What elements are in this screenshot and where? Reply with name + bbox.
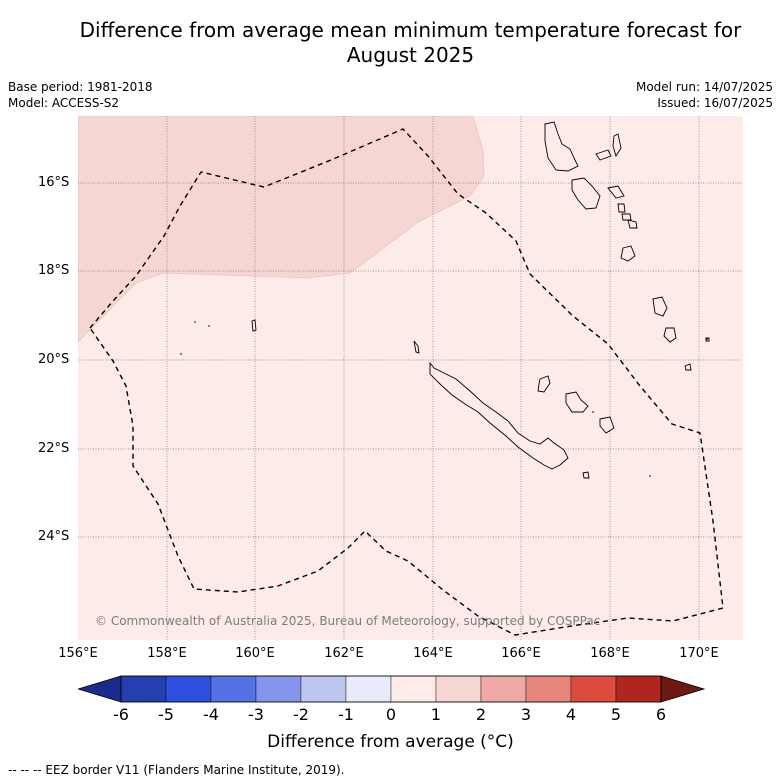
colorbar-outline bbox=[120, 675, 662, 703]
issued-date: Issued: 16/07/2025 bbox=[657, 96, 773, 110]
colorbar-bin bbox=[525, 675, 572, 703]
islet-small-4 bbox=[649, 475, 651, 477]
lon-label: 170°E bbox=[679, 646, 719, 661]
colorbar-bin bbox=[480, 675, 527, 703]
colorbar-bin bbox=[300, 675, 347, 703]
vanuatu-shepherd bbox=[627, 219, 638, 229]
colorbar-bin bbox=[210, 675, 257, 703]
loyalty-island-ouvea bbox=[537, 375, 551, 393]
colorbar-tick: 1 bbox=[430, 705, 442, 724]
colorbar-tick: 5 bbox=[610, 705, 622, 724]
colorbar-tick: -4 bbox=[203, 705, 219, 724]
lat-label: 22°S bbox=[38, 441, 70, 456]
colorbar-bin bbox=[390, 675, 437, 703]
islet-chesterfield bbox=[251, 319, 257, 332]
vanuatu-espiritu-santo bbox=[544, 121, 579, 172]
map-title: Difference from average mean minimum tem… bbox=[40, 18, 781, 68]
loyalty-island-lifou bbox=[565, 391, 589, 413]
lat-label: 16°S bbox=[38, 175, 70, 190]
colorbar-bin bbox=[345, 675, 392, 703]
graticule bbox=[78, 116, 743, 640]
model-run: Model run: 14/07/2025 bbox=[635, 80, 773, 94]
colorbar-tick: 2 bbox=[475, 705, 487, 724]
lon-label: 156°E bbox=[58, 646, 98, 661]
colorbar-tick: 6 bbox=[655, 705, 667, 724]
islet-small-1 bbox=[194, 321, 196, 323]
vanuatu-malakula bbox=[571, 177, 601, 210]
vanuatu-maewo bbox=[595, 149, 612, 161]
vanuatu-epi-islets bbox=[617, 203, 632, 221]
colorbar-bin bbox=[570, 675, 617, 703]
title-line-1: Difference from average mean minimum tem… bbox=[79, 18, 742, 42]
eez-border bbox=[89, 128, 724, 636]
lon-label: 162°E bbox=[324, 646, 364, 661]
lat-label: 18°S bbox=[38, 263, 70, 278]
islet-small-6 bbox=[592, 411, 594, 413]
eez-legend: -- -- -- EEZ border V11 (Flanders Marine… bbox=[8, 763, 345, 777]
vanuatu-pentecost bbox=[612, 133, 622, 158]
vanuatu-ambrym bbox=[607, 185, 625, 199]
colorbar-bin bbox=[435, 675, 482, 703]
new-caledonia-coastline bbox=[413, 340, 569, 470]
vanuatu-erromango bbox=[652, 296, 668, 317]
anomaly-zone-1-2 bbox=[78, 116, 485, 343]
lon-label: 166°E bbox=[501, 646, 541, 661]
base-period: Base period: 1981-2018 bbox=[8, 80, 153, 94]
vanuatu-tanna bbox=[663, 327, 677, 343]
colorbar-extend-low bbox=[78, 675, 122, 703]
colorbar-tick: -2 bbox=[293, 705, 309, 724]
colorbar-bin bbox=[120, 675, 167, 703]
lon-label: 158°E bbox=[147, 646, 187, 661]
colorbar-tick: -1 bbox=[338, 705, 354, 724]
map-svg bbox=[78, 116, 743, 640]
lon-label: 168°E bbox=[590, 646, 630, 661]
colorbar bbox=[78, 675, 706, 703]
model-name: Model: ACCESS-S2 bbox=[8, 96, 120, 110]
lat-label: 20°S bbox=[38, 352, 70, 367]
islet-small-3 bbox=[180, 353, 182, 355]
colorbar-bin bbox=[255, 675, 302, 703]
colorbar-tick: -3 bbox=[248, 705, 264, 724]
vanuatu-aneityum bbox=[684, 337, 710, 371]
colorbar-extend-high bbox=[660, 675, 706, 703]
lon-label: 164°E bbox=[413, 646, 453, 661]
copyright-notice: © Commonwealth of Australia 2025, Bureau… bbox=[95, 614, 601, 628]
lat-label: 24°S bbox=[38, 529, 70, 544]
title-line-2: August 2025 bbox=[346, 43, 475, 67]
colorbar-bin bbox=[165, 675, 212, 703]
isle-of-pines bbox=[582, 471, 590, 479]
loyalty-island-mare bbox=[599, 416, 615, 434]
map-panel bbox=[78, 116, 743, 640]
colorbar-tick: 0 bbox=[385, 705, 397, 724]
meta-left: Base period: 1981-2018 Model: ACCESS-S2 bbox=[8, 79, 153, 111]
islet-small-2 bbox=[208, 325, 210, 327]
colorbar-bin bbox=[615, 675, 662, 703]
colorbar-tick: 4 bbox=[565, 705, 577, 724]
islet-small-5 bbox=[706, 338, 708, 340]
lon-label: 160°E bbox=[235, 646, 275, 661]
vanuatu-efate bbox=[620, 245, 636, 262]
colorbar-tick: 3 bbox=[520, 705, 532, 724]
colorbar-tick: -6 bbox=[113, 705, 129, 724]
colorbar-tick: -5 bbox=[158, 705, 174, 724]
colorbar-label: Difference from average (°C) bbox=[267, 732, 514, 752]
meta-right: Model run: 14/07/2025 Issued: 16/07/2025 bbox=[636, 79, 773, 111]
